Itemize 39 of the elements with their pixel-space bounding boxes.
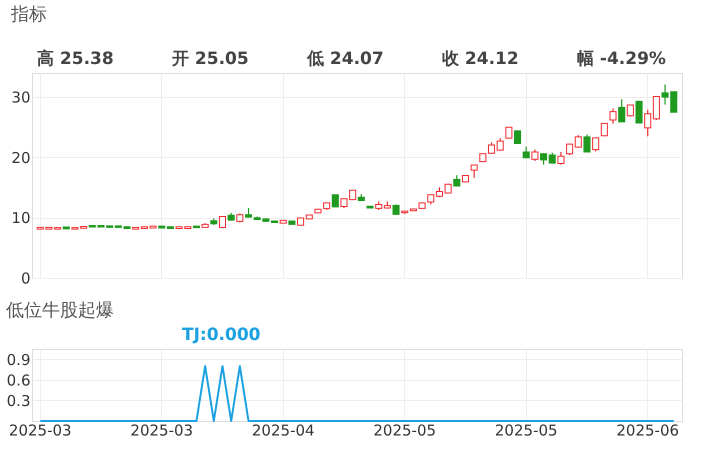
candlestick (583, 134, 591, 153)
text: 开 25.05 (171, 49, 249, 69)
y-tick-label: 20 (11, 148, 30, 167)
y-tick-label: 0.6 (6, 371, 30, 390)
candlestick (514, 130, 522, 144)
y-tick-label: 0.9 (6, 350, 30, 369)
chart-title: 低位牛股起爆 (6, 300, 114, 321)
candlestick (600, 122, 608, 137)
candlestick (636, 100, 643, 124)
candlestick (236, 212, 244, 224)
candlestick (618, 98, 626, 122)
text: 收 24.12 (442, 49, 519, 69)
x-tick-label: 2025-05 (373, 422, 436, 440)
text: 幅 -4.29% (577, 49, 666, 69)
candlestick (453, 174, 460, 187)
text: 高 25.38 (37, 49, 114, 69)
candlestick (592, 136, 600, 152)
candlestick (470, 164, 478, 179)
x-tick-label: 2025-03 (8, 422, 72, 440)
text: 低 24.07 (306, 49, 384, 69)
candlestick (626, 104, 634, 118)
chart-title: 指标 (10, 4, 47, 25)
x-tick-label: 2025-03 (130, 422, 194, 440)
candlestick (566, 142, 574, 156)
candlestick (218, 215, 226, 229)
candlestick (332, 194, 339, 208)
y-tick-label: 30 (11, 88, 30, 107)
y-tick-label: 10 (11, 209, 30, 228)
candlestick (557, 151, 564, 166)
candlestick (392, 204, 400, 216)
x-tick-label: 2025-05 (494, 422, 558, 440)
x-tick-label: 2025-06 (616, 422, 680, 440)
candlestick (609, 108, 617, 124)
candlestick (574, 134, 582, 148)
candlestick (531, 148, 538, 162)
x-tick-label: 2025-04 (252, 422, 315, 440)
y-tick-label: 0.3 (6, 392, 30, 410)
text: TJ:0.000 (182, 325, 261, 345)
y-tick-label: 0 (20, 270, 30, 288)
